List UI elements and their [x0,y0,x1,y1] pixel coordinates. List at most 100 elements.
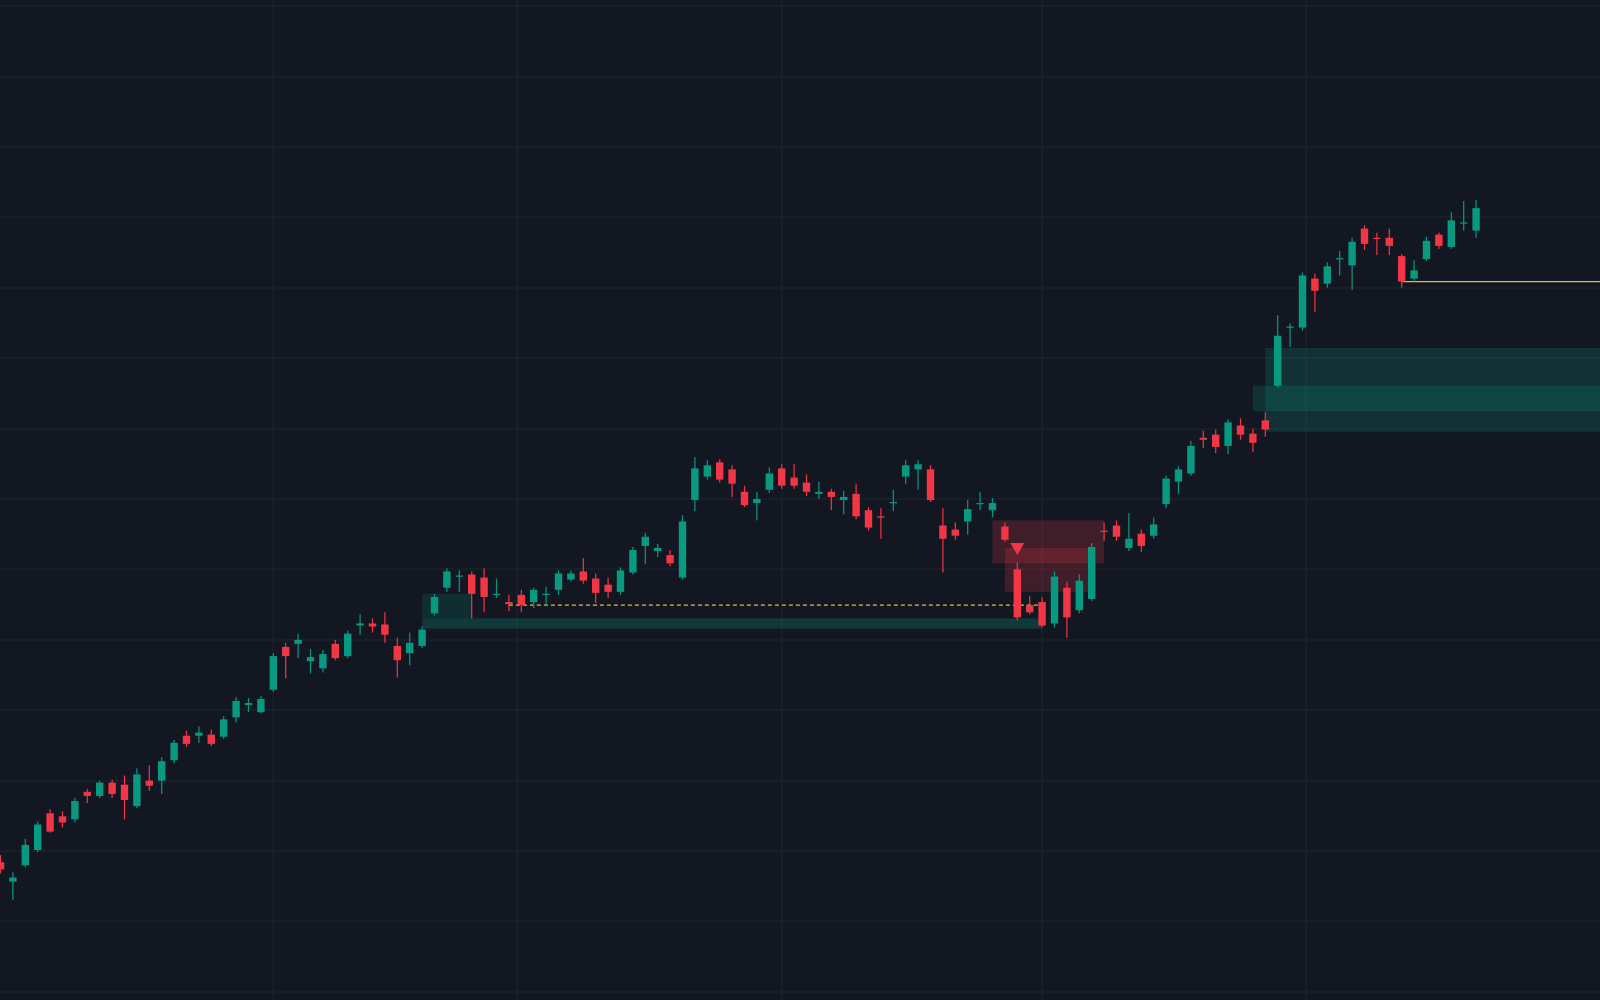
candle-body [0,862,5,870]
candle-body [207,734,215,744]
candle-body [1001,526,1009,540]
candle-body [368,623,377,627]
candle-body [257,698,265,713]
candle-body [753,498,761,504]
candle-body [406,642,414,654]
candle-body [1236,425,1245,435]
candle-body [852,493,860,517]
candle-body [678,521,687,578]
candle-body [1398,256,1406,282]
candle-body [393,645,401,661]
candle-body [1435,234,1443,246]
candle-body [1100,530,1108,532]
candle-body [306,657,315,662]
candle-body [1447,220,1455,247]
candle-body [133,774,141,807]
candle-body [1150,524,1158,536]
candle-body [244,703,253,706]
candle-body [902,465,910,477]
candle-body [1348,241,1356,266]
candle-body [505,602,513,605]
candle-body [877,516,885,518]
candle-body [1013,569,1021,618]
candle-body [790,477,798,486]
candle-body [976,503,984,505]
candle-body [629,550,637,573]
candle-body [1249,433,1257,443]
candle-body [827,491,835,497]
candle-body [1410,270,1418,279]
zone [422,593,472,619]
candle-body [83,791,91,796]
candle-body [604,584,612,592]
candle-body [294,639,302,644]
zone [992,520,1105,564]
candle-body [554,573,563,590]
candle-body [815,491,823,494]
candle-body [430,596,439,614]
candle-body [1187,445,1195,474]
candle-body [951,529,959,536]
candle-body [1460,222,1468,224]
candle-body [492,593,501,596]
candle-body [567,573,575,580]
candle-body [182,735,191,744]
candle-body [728,469,736,484]
candle-body [455,575,463,577]
candle-body [1274,335,1282,386]
candle-body [108,782,116,794]
candle-body [616,570,625,592]
candle-body [592,578,600,593]
candle-body [220,719,228,737]
candle-body [1385,237,1393,246]
candle-body [1199,437,1207,440]
candle-body [356,623,364,626]
candle-body [1298,275,1307,328]
candle-body [1112,525,1121,537]
candle-body [21,844,29,866]
candle-body [530,589,538,603]
candle-body [1075,580,1083,611]
candle-body [1472,208,1480,231]
candle-body [1360,228,1369,244]
candle-body [232,701,240,718]
candle-body [158,761,166,781]
candle-body [1137,533,1145,546]
candle-body [778,468,786,486]
candle-body [579,571,587,581]
candle-body [939,525,947,539]
candle-body [1311,278,1319,291]
candle-body [1261,420,1269,430]
candle-body [1038,602,1046,626]
candle-body [34,824,42,850]
candle-body [1422,240,1431,260]
candle-body [344,633,352,657]
candle-body [964,509,972,522]
candle-body [765,473,773,490]
candle-body [331,643,339,659]
candle-body [1224,422,1232,446]
candle-body [46,813,54,832]
candle-body [1050,576,1059,624]
candle-body [988,503,997,511]
candle-body [319,654,327,669]
candle-body [9,877,17,882]
zone [1252,385,1600,412]
candle-body [96,782,104,796]
candle-body [120,784,129,800]
candle-body [418,629,426,646]
candle-body [282,646,290,657]
candle-body [1373,237,1381,239]
candle-body [145,780,153,786]
candle-body [703,465,711,477]
candle-body [1212,434,1220,447]
candle-body [1162,478,1170,505]
candle-body [170,742,178,761]
candle-body [666,555,674,564]
candle-body [480,577,488,597]
candle-body [1174,469,1183,482]
signal-marker [1010,542,1025,555]
